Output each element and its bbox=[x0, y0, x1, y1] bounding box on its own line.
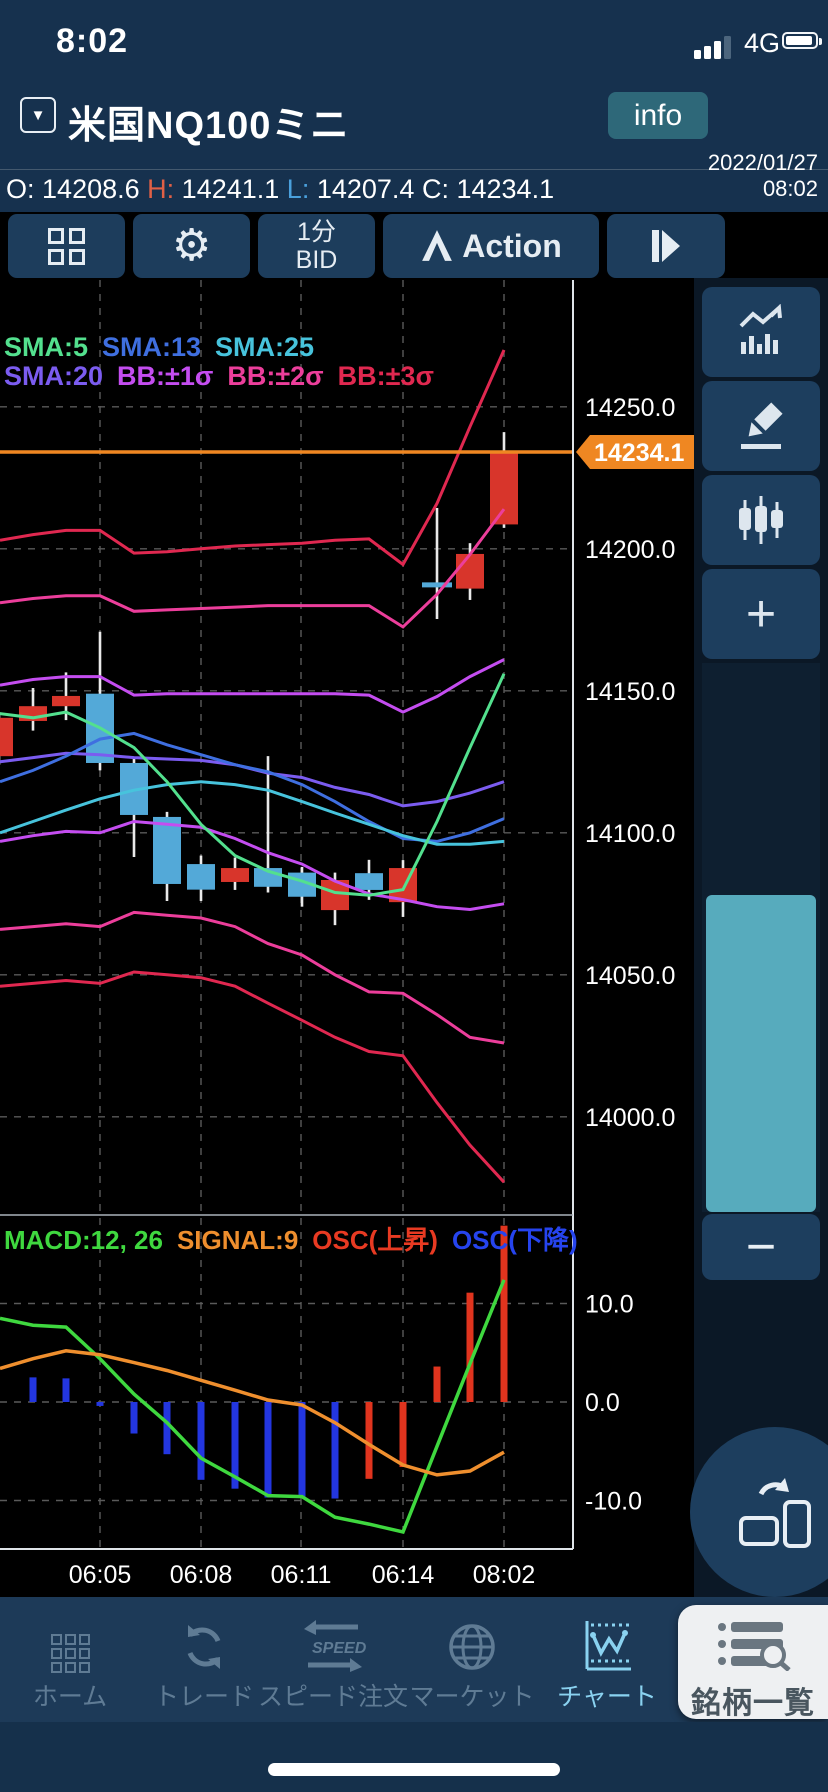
step-forward-button[interactable] bbox=[607, 214, 725, 278]
macd-SIGNAL bbox=[0, 1349, 505, 1477]
bollinger-legend-row: SMA:20 BB:±1σ BB:±2σ BB:±3σ bbox=[4, 361, 448, 392]
tab-trade[interactable]: トレード bbox=[129, 1597, 279, 1722]
overlay-BB+2σ bbox=[0, 508, 506, 629]
legend-item: SMA:13 bbox=[102, 332, 202, 362]
svg-text:06:14: 06:14 bbox=[372, 1561, 435, 1589]
symbol-list-icon bbox=[715, 1619, 791, 1676]
chart-tab-icon bbox=[579, 1611, 635, 1673]
zoom-out-button[interactable]: − bbox=[702, 1214, 820, 1280]
svg-text:06:08: 06:08 bbox=[170, 1561, 233, 1589]
svg-text:14234.1: 14234.1 bbox=[594, 439, 684, 467]
tab-market[interactable]: マーケット bbox=[397, 1597, 547, 1722]
status-time: 8:02 bbox=[56, 22, 129, 60]
battery-icon bbox=[782, 32, 822, 49]
legend-item: BB:±3σ bbox=[337, 361, 434, 391]
grid-icon bbox=[48, 227, 85, 265]
layout-grid-button[interactable] bbox=[8, 214, 125, 278]
interval-bid-button[interactable]: 1分 BID bbox=[258, 214, 375, 278]
legend-item: OSC(上昇) bbox=[312, 1225, 438, 1255]
info-button[interactable]: info bbox=[608, 92, 708, 139]
svg-text:-10.0: -10.0 bbox=[585, 1488, 642, 1516]
ohlc-readout: O: 14208.6 H: 14241.1 L: 14207.4 C: 1423… bbox=[6, 174, 555, 204]
svg-text:14150.0: 14150.0 bbox=[585, 678, 675, 706]
tab-home[interactable]: ホーム bbox=[0, 1597, 145, 1722]
price-macd-chart[interactable]: 14250.0 14200.0 14150.0 14100.0 14050.0 14000… bbox=[0, 278, 700, 1597]
overlay-SMA25 bbox=[0, 780, 505, 846]
chart-content: 14250.0 14200.0 14150.0 14100.0 14050.0 14000… bbox=[0, 278, 828, 1597]
overlay-BB+1σ bbox=[0, 658, 505, 714]
header-divider bbox=[0, 169, 828, 170]
svg-text:14050.0: 14050.0 bbox=[585, 962, 675, 990]
symbol-title: 米国NQ100ミニ bbox=[68, 105, 350, 147]
svg-text:08:02: 08:02 bbox=[473, 1561, 536, 1589]
current-price-badge bbox=[576, 435, 698, 469]
svg-text:14100.0: 14100.0 bbox=[585, 820, 675, 848]
trade-refresh-icon bbox=[178, 1611, 230, 1673]
svg-text:10.0: 10.0 bbox=[585, 1291, 634, 1319]
legend-item: SMA:25 bbox=[215, 332, 315, 362]
gear-icon: ⚙ bbox=[171, 220, 212, 271]
signal-strength-icon bbox=[694, 36, 731, 59]
rotate-device-icon bbox=[739, 1478, 811, 1548]
legend-item: MACD:12, 26 bbox=[4, 1225, 163, 1255]
chart-type-button[interactable] bbox=[702, 287, 820, 377]
macd-MACD bbox=[0, 1279, 506, 1535]
globe-icon bbox=[446, 1611, 498, 1673]
macd-legend-row: MACD:12, 26 SIGNAL:9 OSC(上昇) OSC(下降) bbox=[4, 1220, 592, 1257]
settings-button[interactable]: ⚙ bbox=[133, 214, 250, 278]
chart-type-icon bbox=[739, 304, 782, 354]
overlay-BB+3σ bbox=[0, 349, 506, 567]
overlay-BB-3σ bbox=[0, 970, 506, 1184]
chart-scrollbar-thumb[interactable] bbox=[706, 895, 816, 1212]
home-indicator-area bbox=[0, 1722, 828, 1792]
legend-item: SMA:5 bbox=[4, 332, 89, 362]
legend-item: SIGNAL:9 bbox=[176, 1225, 299, 1255]
rotate-screen-button[interactable] bbox=[690, 1427, 828, 1597]
legend-item: SMA:20 bbox=[4, 361, 104, 391]
overlay-SMA5 bbox=[0, 673, 506, 897]
action-label: Action bbox=[462, 227, 562, 264]
symbol-list-button[interactable]: 銘柄一覧 bbox=[678, 1605, 828, 1720]
minus-icon: − bbox=[745, 1218, 777, 1276]
legend-item: OSC(下降) bbox=[451, 1225, 578, 1255]
svg-text:SPEED: SPEED bbox=[312, 1640, 366, 1657]
svg-text:14250.0: 14250.0 bbox=[585, 394, 675, 422]
speed-order-icon: SPEED bbox=[300, 1611, 366, 1673]
network-type-label: 4G bbox=[744, 28, 781, 58]
svg-text:14000.0: 14000.0 bbox=[585, 1104, 675, 1132]
legend-item: BB:±2σ bbox=[227, 361, 324, 391]
svg-text:0.0: 0.0 bbox=[585, 1389, 620, 1417]
legend-item: BB:±1σ bbox=[117, 361, 214, 391]
action-logo-icon bbox=[422, 230, 453, 261]
draw-button[interactable] bbox=[702, 381, 820, 471]
overlay-BB-1σ bbox=[0, 819, 505, 912]
price-type-label: BID bbox=[295, 246, 338, 274]
quote-datetime: 2022/01/27 08:02 bbox=[707, 150, 818, 201]
overlay-BB-2σ bbox=[0, 910, 505, 1045]
home-grid-icon bbox=[50, 1611, 90, 1673]
chart-tool-sidebar: + − bbox=[690, 278, 828, 1597]
svg-text:06:11: 06:11 bbox=[271, 1561, 332, 1589]
svg-text:06:05: 06:05 bbox=[69, 1561, 132, 1589]
interval-label: 1分 bbox=[297, 218, 336, 246]
overlay-SMA20 bbox=[0, 751, 505, 808]
home-indicator[interactable] bbox=[268, 1763, 560, 1776]
candlestick-icon bbox=[739, 496, 783, 544]
tab-speed-order[interactable]: SPEED スピード注文 bbox=[258, 1597, 408, 1722]
symbol-dropdown-button[interactable]: ▼ bbox=[20, 97, 56, 133]
candle-style-button[interactable] bbox=[702, 475, 820, 565]
step-forward-icon bbox=[652, 230, 680, 262]
symbol-list-label: 銘柄一覧 bbox=[691, 1687, 815, 1720]
candles bbox=[0, 432, 518, 926]
svg-text:14200.0: 14200.0 bbox=[585, 536, 675, 564]
sma-legend-row: SMA:5 SMA:13 SMA:25 bbox=[4, 332, 328, 363]
action-button[interactable]: Action bbox=[383, 214, 599, 278]
draw-pencil-icon bbox=[741, 402, 783, 449]
tab-chart[interactable]: チャート bbox=[532, 1597, 682, 1722]
zoom-in-button[interactable]: + bbox=[702, 569, 820, 659]
plus-icon: + bbox=[745, 585, 777, 643]
